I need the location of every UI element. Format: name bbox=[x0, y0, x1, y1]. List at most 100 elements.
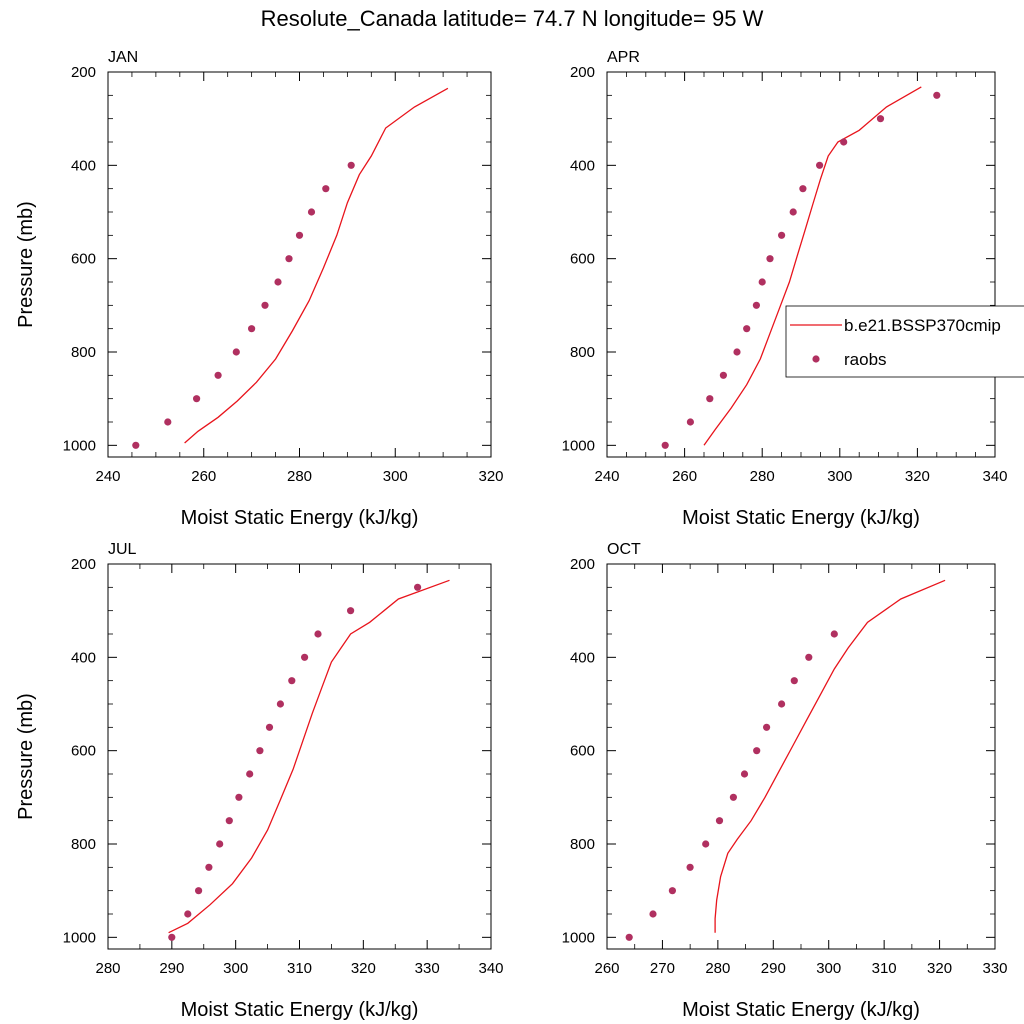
panel-jan: 200 400 600 800 1000 240 260 280 300 320 JAN Moist … bbox=[15, 49, 504, 529]
x-axis-label: Moist Static Energy (kJ/kg) bbox=[682, 999, 920, 1021]
x-tick-label: 280 bbox=[287, 468, 312, 485]
y-tick-label: 200 bbox=[71, 556, 96, 573]
data-point-raobs bbox=[729, 793, 738, 801]
x-tick-label: 270 bbox=[650, 960, 675, 977]
data-point-raobs bbox=[706, 395, 714, 403]
data-point-raobs bbox=[168, 933, 176, 941]
data-point-raobs bbox=[799, 185, 807, 193]
data-point-raobs bbox=[232, 348, 240, 356]
data-point-raobs bbox=[276, 700, 284, 708]
x-tick-label: 260 bbox=[191, 468, 216, 485]
data-point-raobs bbox=[766, 255, 774, 263]
y-tick-label: 400 bbox=[570, 649, 595, 666]
data-point-raobs bbox=[216, 840, 224, 848]
data-point-raobs bbox=[347, 607, 355, 615]
data-point-raobs bbox=[193, 395, 201, 403]
x-tick-label: 330 bbox=[982, 960, 1007, 977]
y-tick-label: 1000 bbox=[63, 929, 96, 946]
legend-label-model: b.e21.BSSP370cmip bbox=[844, 316, 1001, 335]
panel-title: OCT bbox=[607, 541, 641, 558]
x-tick-label: 320 bbox=[351, 960, 376, 977]
data-point-raobs bbox=[347, 161, 355, 169]
y-tick-label: 800 bbox=[71, 344, 96, 361]
data-point-raobs bbox=[805, 653, 813, 661]
panel-jul: 200 400 600 800 1000 280 290 300 310 320 330 340 JUL… bbox=[15, 541, 504, 1021]
data-point-raobs bbox=[790, 677, 798, 685]
x-tick-label: 310 bbox=[287, 960, 312, 977]
y-tick-label: 400 bbox=[570, 157, 595, 174]
x-tick-label: 280 bbox=[705, 960, 730, 977]
legend: b.e21.BSSP370cmip raobs bbox=[785, 305, 1024, 378]
legend-label-raobs: raobs bbox=[844, 350, 887, 369]
data-point-raobs bbox=[274, 278, 282, 286]
data-point-raobs bbox=[840, 138, 848, 146]
data-point-raobs bbox=[288, 677, 296, 685]
y-tick-label: 200 bbox=[71, 64, 96, 81]
x-tick-label: 320 bbox=[478, 468, 503, 485]
y-tick-label: 400 bbox=[71, 157, 96, 174]
data-point-raobs bbox=[715, 817, 724, 825]
data-point-raobs bbox=[752, 301, 761, 309]
legend-box bbox=[785, 305, 1024, 378]
data-point-raobs bbox=[778, 231, 786, 239]
plot-frame bbox=[606, 71, 996, 458]
y-tick-label: 400 bbox=[71, 649, 96, 666]
data-point-raobs bbox=[740, 770, 749, 778]
data-point-raobs bbox=[649, 910, 657, 918]
data-point-raobs bbox=[164, 418, 172, 426]
data-point-raobs bbox=[246, 770, 254, 778]
x-tick-label: 300 bbox=[223, 960, 248, 977]
data-point-raobs bbox=[686, 418, 695, 426]
data-point-raobs bbox=[625, 933, 633, 941]
x-tick-label: 320 bbox=[905, 468, 930, 485]
data-point-raobs bbox=[301, 653, 309, 661]
panel-title: JAN bbox=[108, 49, 138, 66]
y-tick-label: 1000 bbox=[63, 437, 96, 454]
data-point-raobs bbox=[314, 630, 322, 638]
x-tick-label: 310 bbox=[872, 960, 897, 977]
x-tick-label: 320 bbox=[927, 960, 952, 977]
x-tick-label: 300 bbox=[827, 468, 852, 485]
x-tick-label: 330 bbox=[415, 960, 440, 977]
data-point-raobs bbox=[265, 723, 274, 731]
x-axis-label: Moist Static Energy (kJ/kg) bbox=[181, 507, 419, 529]
legend-marker-swatch bbox=[812, 355, 820, 363]
data-point-raobs bbox=[830, 630, 838, 638]
data-point-raobs bbox=[686, 863, 694, 871]
data-point-raobs bbox=[816, 161, 824, 169]
x-tick-label: 240 bbox=[95, 468, 120, 485]
data-point-raobs bbox=[702, 840, 710, 848]
plot-frame bbox=[107, 563, 492, 950]
panel-apr: 200 400 600 800 1000 240 260 280 300 320 340 APR Moi… bbox=[562, 49, 1008, 529]
y-tick-label: 800 bbox=[570, 836, 595, 853]
data-point-raobs bbox=[743, 325, 751, 333]
y-tick-label: 800 bbox=[570, 344, 595, 361]
data-point-raobs bbox=[668, 887, 677, 895]
data-point-raobs bbox=[733, 348, 741, 356]
data-point-raobs bbox=[205, 863, 213, 871]
data-point-raobs bbox=[248, 325, 256, 333]
data-point-raobs bbox=[195, 887, 203, 895]
x-tick-label: 240 bbox=[594, 468, 619, 485]
y-axis-label: Pressure (mb) bbox=[15, 693, 37, 820]
data-point-raobs bbox=[758, 278, 766, 286]
data-point-raobs bbox=[763, 723, 771, 731]
y-axis-label: Pressure (mb) bbox=[15, 201, 37, 328]
data-point-raobs bbox=[307, 208, 316, 216]
x-tick-label: 290 bbox=[159, 960, 184, 977]
x-axis-label: Moist Static Energy (kJ/kg) bbox=[181, 999, 419, 1021]
y-tick-label: 600 bbox=[71, 251, 96, 268]
data-point-raobs bbox=[225, 817, 233, 825]
data-point-raobs bbox=[214, 371, 222, 379]
panel-oct: 200 400 600 800 1000 260 270 280 290 300 310 320 330… bbox=[562, 541, 1008, 1021]
x-tick-label: 290 bbox=[761, 960, 786, 977]
data-point-raobs bbox=[661, 441, 669, 449]
data-point-raobs bbox=[719, 371, 728, 379]
data-point-raobs bbox=[295, 231, 304, 239]
plot-frame bbox=[606, 563, 996, 950]
y-tick-label: 600 bbox=[570, 743, 595, 760]
y-tick-label: 600 bbox=[570, 251, 595, 268]
y-tick-label: 600 bbox=[71, 743, 96, 760]
data-point-raobs bbox=[789, 208, 797, 216]
